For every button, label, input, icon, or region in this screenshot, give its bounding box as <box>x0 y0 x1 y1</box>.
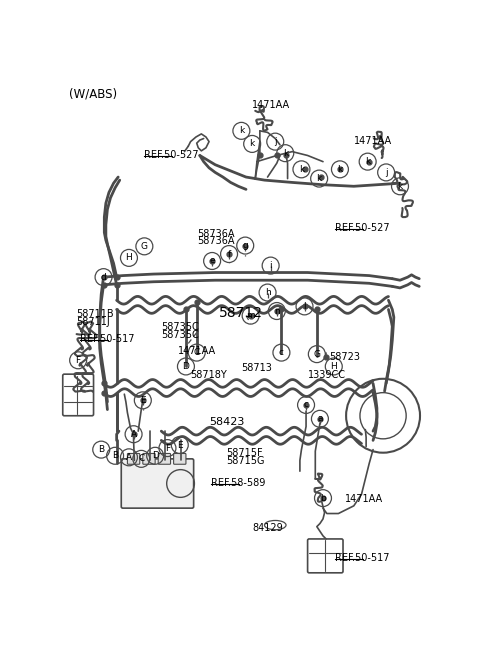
Text: c: c <box>303 400 309 409</box>
Text: E: E <box>140 396 145 405</box>
Text: 58712: 58712 <box>219 305 263 320</box>
Text: H: H <box>126 253 132 262</box>
Text: 58711B: 58711B <box>77 309 114 320</box>
Text: n: n <box>274 307 280 315</box>
Text: 1471AA: 1471AA <box>252 100 290 110</box>
Text: C: C <box>138 455 144 464</box>
Text: REF.50-527: REF.50-527 <box>336 223 390 233</box>
Text: b: b <box>320 494 326 503</box>
Text: D: D <box>182 362 190 371</box>
Text: e: e <box>209 256 215 266</box>
Text: c: c <box>279 348 284 357</box>
Text: j: j <box>274 137 276 146</box>
Text: a: a <box>317 415 323 423</box>
Text: 1471AA: 1471AA <box>178 347 216 356</box>
Text: 58715G: 58715G <box>226 456 264 466</box>
Text: F: F <box>165 443 170 453</box>
Text: 1339CC: 1339CC <box>308 370 346 379</box>
Text: D: D <box>152 451 158 460</box>
Text: g: g <box>242 241 248 250</box>
Text: REF.58-589: REF.58-589 <box>211 478 266 488</box>
Text: k: k <box>337 165 343 174</box>
Text: REF.50-527: REF.50-527 <box>144 150 199 160</box>
Text: m: m <box>246 311 255 320</box>
Text: C: C <box>193 348 200 357</box>
Text: 58718Y: 58718Y <box>191 370 228 379</box>
Text: B: B <box>112 451 118 460</box>
Text: k: k <box>365 157 370 166</box>
Text: E: E <box>177 441 182 449</box>
Text: B: B <box>98 445 104 454</box>
Text: REF.50-517: REF.50-517 <box>336 553 390 563</box>
Text: F: F <box>75 356 81 365</box>
Text: (W/ABS): (W/ABS) <box>69 88 117 101</box>
Text: 84129: 84129 <box>252 523 283 533</box>
Text: h: h <box>264 288 270 297</box>
Text: REF.50-517: REF.50-517 <box>81 334 135 344</box>
Text: f: f <box>228 250 231 258</box>
Text: H: H <box>330 362 337 371</box>
Text: 58715F: 58715F <box>226 448 263 458</box>
Text: G: G <box>141 242 148 251</box>
FancyBboxPatch shape <box>121 459 193 508</box>
Text: 1471AA: 1471AA <box>345 494 383 504</box>
Text: 58735C: 58735C <box>161 322 199 332</box>
Text: 58735C: 58735C <box>161 330 199 339</box>
Text: 58736A: 58736A <box>197 229 234 239</box>
FancyBboxPatch shape <box>127 453 140 464</box>
Text: A: A <box>131 430 137 439</box>
Text: G: G <box>313 350 320 358</box>
Text: 58713: 58713 <box>241 364 272 373</box>
Text: j: j <box>385 168 387 177</box>
Text: 1471AA: 1471AA <box>354 136 392 146</box>
Text: k: k <box>239 126 244 135</box>
FancyBboxPatch shape <box>308 539 343 573</box>
Text: A: A <box>126 453 132 462</box>
FancyBboxPatch shape <box>158 453 170 464</box>
Text: d: d <box>101 273 107 282</box>
FancyBboxPatch shape <box>63 374 94 416</box>
FancyBboxPatch shape <box>143 453 155 464</box>
Text: 58723: 58723 <box>329 352 360 362</box>
Text: k: k <box>250 139 255 148</box>
Text: i: i <box>269 261 272 270</box>
Text: k: k <box>283 148 288 158</box>
FancyBboxPatch shape <box>174 453 186 464</box>
Text: l: l <box>303 302 306 311</box>
Text: k: k <box>397 182 403 191</box>
Text: 58711J: 58711J <box>77 317 110 327</box>
Text: 58423: 58423 <box>209 417 244 427</box>
Text: 58736A: 58736A <box>197 236 234 247</box>
Text: k: k <box>316 174 322 183</box>
Text: k: k <box>299 165 304 174</box>
